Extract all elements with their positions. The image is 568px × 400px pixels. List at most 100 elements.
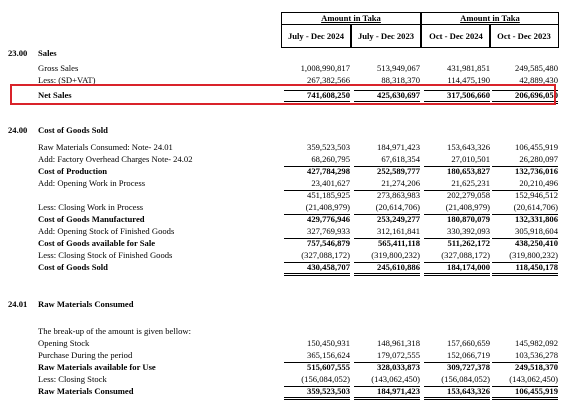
rule [424, 397, 490, 398]
amount: 184,971,423 [377, 142, 420, 152]
amount: 511,262,172 [447, 238, 491, 248]
group-header: Amount in Taka [321, 13, 381, 23]
rule [284, 190, 350, 191]
amount: (21,408,979) [305, 202, 350, 212]
amount: 152,946,512 [515, 190, 558, 200]
amount: 88,318,370 [381, 75, 420, 85]
rule [424, 275, 490, 276]
rule [424, 101, 490, 102]
row-label: Cost of Goods Sold [38, 262, 108, 272]
amount: 206,696,050 [515, 90, 558, 100]
amount: 27,010,501 [451, 154, 490, 164]
rule [354, 214, 420, 215]
rule [354, 275, 420, 276]
rule [354, 262, 420, 263]
rule [492, 273, 558, 274]
amount: 202,279,058 [447, 190, 490, 200]
row-label: Cost of Production [38, 166, 108, 176]
amount: 184,174,000 [447, 262, 490, 272]
amount: 180,653,827 [447, 166, 490, 176]
amount: (21,408,979) [445, 202, 490, 212]
amount: 741,608,250 [307, 90, 350, 100]
rule [424, 262, 490, 263]
column-box [351, 24, 421, 48]
amount: 249,518,370 [515, 362, 558, 372]
amount: 145,982,092 [515, 338, 558, 348]
amount: (327,088,172) [441, 250, 490, 260]
amount: 150,450,931 [307, 338, 350, 348]
rule [492, 262, 558, 263]
amount: 438,250,410 [515, 238, 558, 248]
group-header: Amount in Taka [460, 13, 520, 23]
amount: 328,033,873 [377, 362, 420, 372]
rule [424, 190, 490, 191]
row-label: Add: Opening Work in Process [38, 178, 146, 188]
amount: 249,585,480 [515, 63, 558, 73]
amount: 317,506,660 [447, 90, 490, 100]
row-label: Add: Opening Stock of Finished Goods [38, 226, 175, 236]
amount: 359,523,503 [307, 142, 350, 152]
rule [354, 386, 420, 387]
amount: (319,800,232) [509, 250, 558, 260]
amount: 429,776,946 [307, 214, 350, 224]
column-box [281, 24, 351, 48]
rule [492, 275, 558, 276]
amount: (327,088,172) [301, 250, 350, 260]
rule [284, 238, 350, 239]
amount: 425,630,697 [377, 90, 420, 100]
amount: 327,769,933 [307, 226, 350, 236]
rule [492, 90, 558, 91]
amount: 180,870,079 [447, 214, 490, 224]
amount: 21,625,231 [451, 178, 490, 188]
rule [354, 90, 420, 91]
rule [424, 166, 490, 167]
amount: (156,084,052) [441, 374, 490, 384]
amount: 431,981,851 [447, 63, 490, 73]
amount: (143,062,450) [509, 374, 558, 384]
amount: (143,062,450) [371, 374, 420, 384]
amount: 267,382,566 [307, 75, 350, 85]
rule [284, 362, 350, 363]
rule [354, 273, 420, 274]
rule [354, 362, 420, 363]
rule [354, 238, 420, 239]
row-label: Net Sales [38, 90, 72, 100]
row-label: Cost of Goods Manufactured [38, 214, 145, 224]
rule [424, 386, 490, 387]
row-label: Raw Materials Consumed [38, 386, 134, 396]
rule [424, 238, 490, 239]
row-label: Less: Closing Stock [38, 374, 107, 384]
rule [284, 275, 350, 276]
amount: 23,401,627 [311, 178, 350, 188]
rule [284, 273, 350, 274]
row-label: Add: Factory Overhead Charges Note- 24.0… [38, 154, 193, 164]
amount: (319,800,232) [371, 250, 420, 260]
row-label: Raw Materials available for Use [38, 362, 156, 372]
amount: 21,274,206 [381, 178, 420, 188]
rule [354, 190, 420, 191]
highlight-box [10, 84, 556, 105]
amount: 153,643,326 [447, 142, 490, 152]
rule [424, 273, 490, 274]
amount: 68,260,795 [311, 154, 350, 164]
section-title: Raw Materials Consumed [38, 299, 134, 309]
rule [492, 397, 558, 398]
amount: 114,475,190 [447, 75, 490, 85]
rule [492, 362, 558, 363]
amount: 118,450,178 [515, 262, 559, 272]
amount: 157,660,659 [447, 338, 490, 348]
rule [492, 386, 558, 387]
amount: 20,210,496 [519, 178, 558, 188]
column-header: July - Dec 2023 [357, 31, 415, 41]
amount: 757,546,879 [307, 238, 350, 248]
rule [424, 214, 490, 215]
amount: 312,161,841 [377, 226, 420, 236]
amount: 179,072,555 [377, 350, 420, 360]
section-number: 24.01 [8, 299, 28, 309]
row-label: Less: (SD+VAT) [38, 75, 96, 85]
amount: (20,614,706) [513, 202, 558, 212]
section-number: 24.00 [8, 125, 28, 135]
section-title: Sales [38, 48, 57, 58]
column-box [489, 24, 559, 48]
